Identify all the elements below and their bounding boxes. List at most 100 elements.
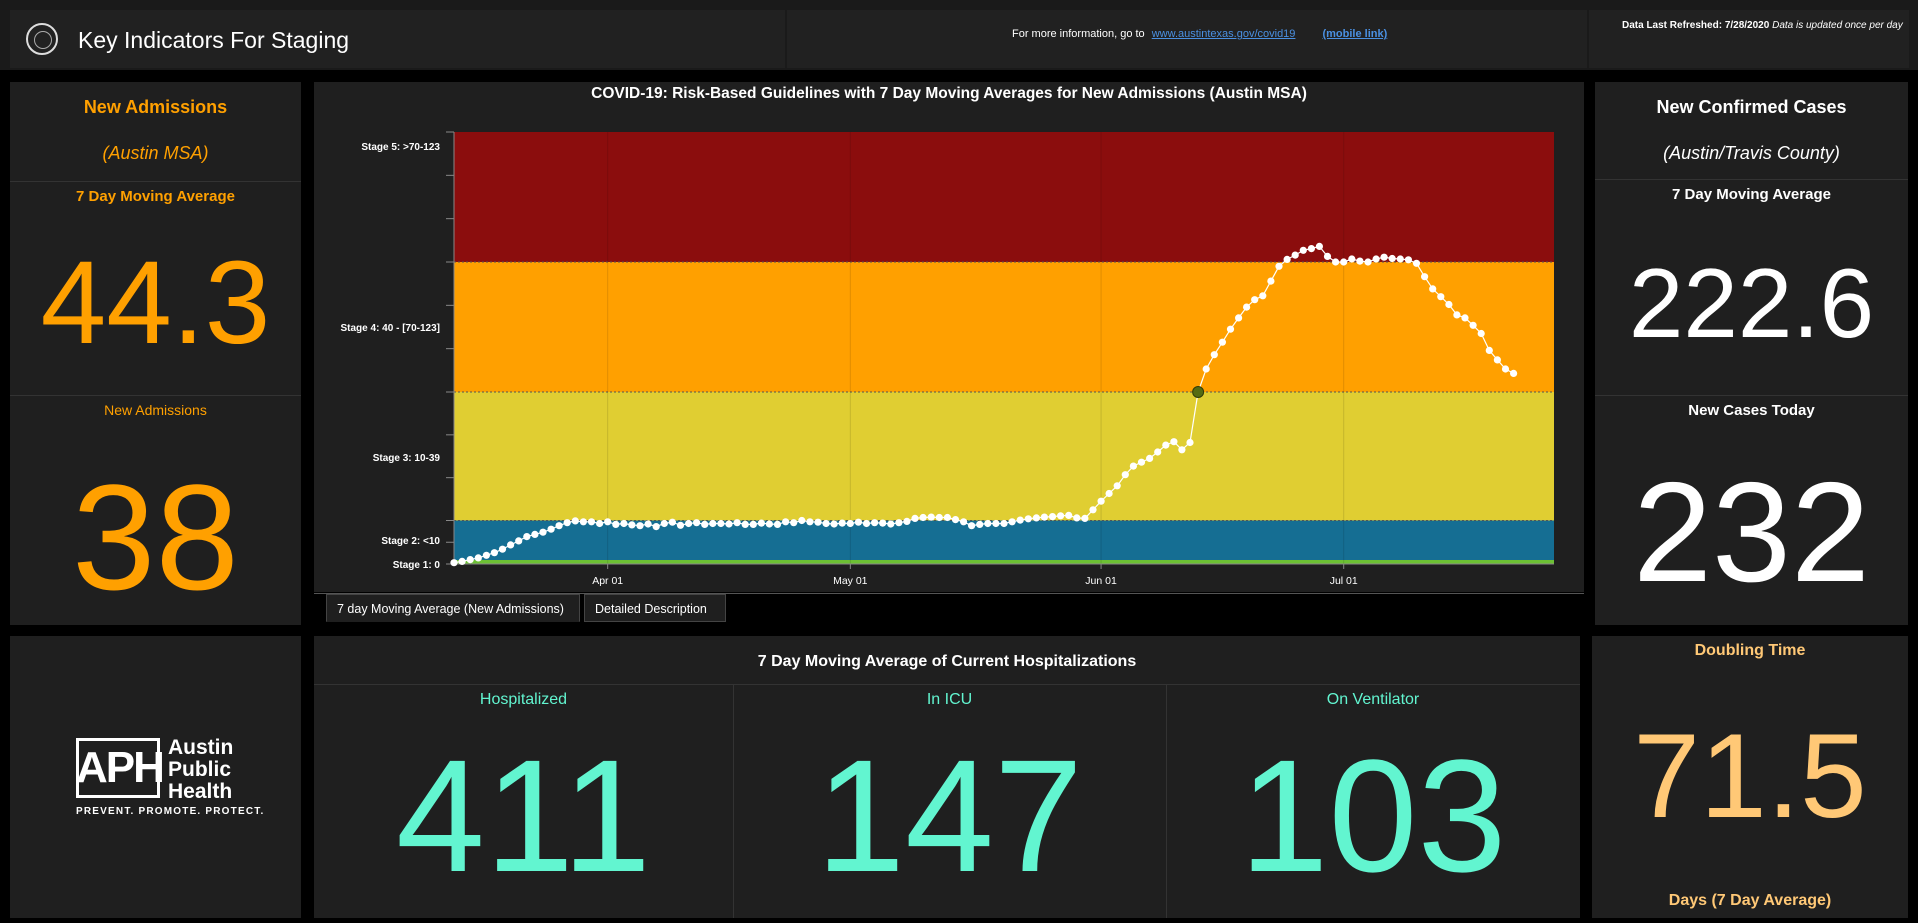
admissions-title: New Admissions xyxy=(83,97,228,117)
data-point xyxy=(1024,515,1032,523)
data-point xyxy=(507,541,515,549)
data-point xyxy=(1065,511,1073,519)
data-point xyxy=(1000,519,1008,528)
data-point xyxy=(1178,446,1186,454)
mobile-link[interactable]: (mobile link) xyxy=(1322,28,1388,40)
data-point xyxy=(773,520,782,528)
icu-label: In ICU xyxy=(926,691,973,708)
data-point xyxy=(604,518,612,526)
data-point xyxy=(887,520,895,528)
data-point xyxy=(871,519,879,527)
data-point xyxy=(1146,454,1154,462)
data-point xyxy=(879,519,887,527)
data-point xyxy=(992,519,1000,528)
data-point xyxy=(1380,253,1388,261)
stage-label: Stage 4: 40 - [70-123] xyxy=(341,323,441,334)
refresh-note: Data is updated once per day xyxy=(1772,20,1903,31)
band-stage3 xyxy=(454,392,1554,521)
header-refresh-segment xyxy=(1589,10,1909,68)
info-line: For more information, go to www.austinte… xyxy=(1012,28,1387,40)
logo-words: Austin Public Health xyxy=(168,737,233,803)
data-point xyxy=(765,520,773,528)
logo-letters: APH xyxy=(76,743,165,792)
data-point xyxy=(943,513,952,522)
data-point xyxy=(741,520,749,528)
doubling-title: Doubling Time xyxy=(1694,642,1806,659)
data-point xyxy=(1057,512,1065,520)
band-stage4 xyxy=(454,262,1554,392)
data-point xyxy=(1235,314,1243,322)
stage-label: Stage 5: >70-123 xyxy=(361,142,440,153)
ventilator-label: On Ventilator xyxy=(1326,691,1420,708)
data-point xyxy=(951,516,960,524)
tab-moving-average[interactable]: 7 day Moving Average (New Admissions) xyxy=(326,594,580,622)
data-point xyxy=(725,520,733,528)
data-point xyxy=(1396,255,1404,263)
data-point xyxy=(1291,251,1299,259)
chart-title: COVID-19: Risk-Based Guidelines with 7 D… xyxy=(591,85,1307,102)
city-seal-icon xyxy=(26,23,58,55)
cases-title: New Confirmed Cases xyxy=(1656,97,1847,117)
data-point xyxy=(490,549,498,557)
logo-panel xyxy=(10,636,301,918)
data-point xyxy=(1323,252,1332,260)
data-point xyxy=(1421,273,1429,281)
data-point xyxy=(1477,329,1485,338)
data-point xyxy=(1121,471,1129,479)
data-point xyxy=(523,533,531,541)
data-point xyxy=(1170,438,1178,446)
data-point xyxy=(1251,296,1259,304)
data-point xyxy=(806,518,814,526)
covid-info-link[interactable]: www.austintexas.gov/covid19 xyxy=(1151,28,1296,40)
refresh-info: Data Last Refreshed: 7/28/2020 Data is u… xyxy=(1622,20,1903,31)
cases-avg-label: 7 Day Moving Average xyxy=(1672,186,1831,203)
admissions-today-label: New Admissions xyxy=(104,402,207,418)
data-point xyxy=(1008,518,1016,526)
logo-tagline: PREVENT. PROMOTE. PROTECT. xyxy=(76,806,265,817)
data-point xyxy=(903,517,911,525)
doubling-value: 71.5 xyxy=(1633,709,1867,843)
hospitalizations-panel: 7 Day Moving Average of Current Hospital… xyxy=(314,636,1580,918)
tab-detailed-description[interactable]: Detailed Description xyxy=(584,594,726,622)
data-point xyxy=(1154,448,1162,456)
data-point xyxy=(1048,513,1057,521)
doubling-time-panel: Doubling Time 71.5 Days (7 Day Average) xyxy=(1592,636,1908,918)
data-point xyxy=(1162,441,1170,449)
data-point xyxy=(984,519,992,528)
cases-subtitle: (Austin/Travis County) xyxy=(1663,143,1840,163)
data-point xyxy=(547,525,555,533)
data-point xyxy=(1283,255,1291,263)
divider xyxy=(10,181,301,182)
data-point xyxy=(1243,303,1251,311)
data-point xyxy=(555,522,563,530)
logo-word: Public xyxy=(168,758,232,781)
data-point xyxy=(1186,438,1194,447)
data-point xyxy=(749,520,757,528)
app-title: Key Indicators For Staging xyxy=(78,27,350,53)
data-point xyxy=(1437,293,1445,301)
divider xyxy=(1595,395,1908,396)
hospitalized-label: Hospitalized xyxy=(479,691,568,708)
data-point xyxy=(717,519,725,528)
data-point xyxy=(862,519,871,528)
info-prefix: For more information, go to xyxy=(1012,28,1145,40)
ventilator-value: 103 xyxy=(1239,726,1507,905)
divider xyxy=(10,395,301,396)
data-point xyxy=(1275,262,1283,270)
data-point xyxy=(579,518,587,526)
data-point xyxy=(1129,462,1137,470)
data-point xyxy=(531,530,539,538)
aph-logo-icon xyxy=(76,738,160,798)
data-point xyxy=(1429,285,1437,293)
data-point xyxy=(563,519,571,527)
admissions-subtitle: (Austin MSA) xyxy=(102,143,209,163)
data-point xyxy=(482,551,490,559)
icu-value: 147 xyxy=(816,726,1083,905)
data-point xyxy=(1081,514,1089,522)
data-point xyxy=(733,519,741,527)
data-point xyxy=(846,519,854,528)
data-point xyxy=(782,518,790,526)
data-point xyxy=(1016,516,1024,524)
data-point xyxy=(919,513,927,522)
data-point xyxy=(1202,365,1210,373)
